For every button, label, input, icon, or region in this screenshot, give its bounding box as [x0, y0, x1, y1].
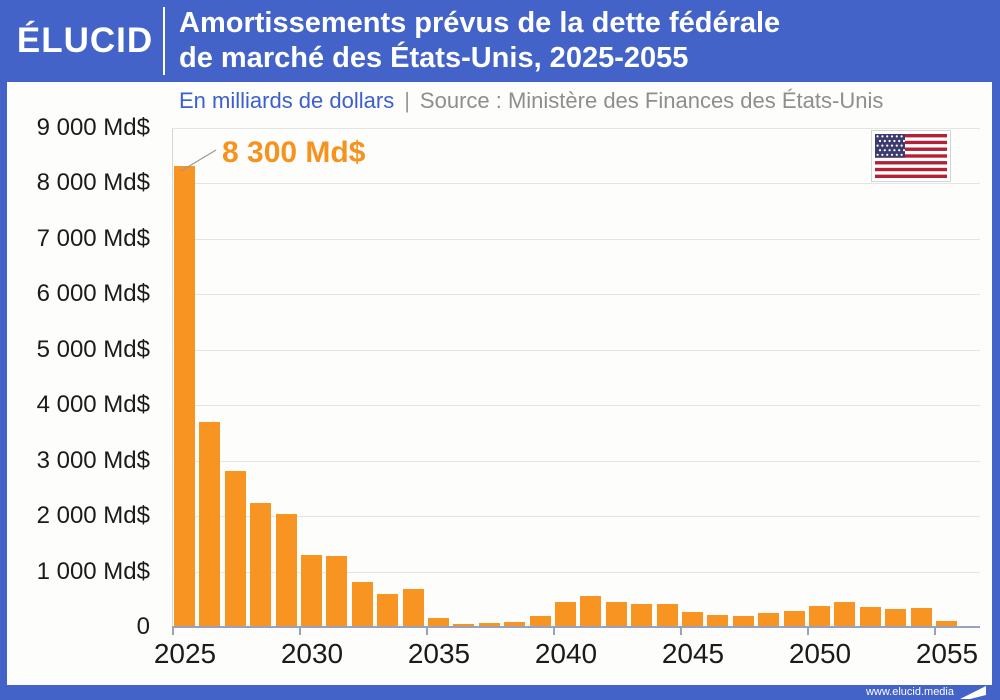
chart-title-line2: de marché des États-Unis, 2025-2055 [179, 42, 689, 74]
x-tick-2045 [680, 628, 682, 635]
gridline-4000 [172, 405, 980, 407]
bar-2042 [605, 602, 627, 626]
x-tick-label: 2025 [153, 638, 217, 669]
bar-2030 [301, 555, 322, 626]
bar-2052 [859, 607, 881, 626]
gridline-2000 [172, 516, 980, 518]
gridline-9000 [172, 128, 980, 129]
x-tick-2055 [934, 628, 936, 635]
subtitle-separator: | [404, 88, 410, 113]
x-tick-label: 2055 [915, 638, 979, 669]
bar-2055 [936, 620, 957, 626]
bar-2041 [580, 595, 602, 626]
x-tick-label: 2040 [534, 638, 598, 669]
frame-border-left [0, 0, 7, 700]
x-tick-2040 [553, 628, 555, 635]
bar-2033 [377, 593, 399, 626]
gridline-6000 [172, 294, 980, 296]
bar-2025 [174, 165, 195, 626]
x-tick-2030 [299, 628, 301, 635]
bar-2038 [504, 622, 526, 626]
x-tick-2035 [426, 628, 428, 635]
frame-border-right [992, 0, 1000, 700]
y-tick-label: 3 000 Md$ [36, 446, 150, 474]
bar-chart-plot-area: 2025 2030 2035 2040 2045 2050 2055 [154, 128, 980, 669]
y-tick-label: 0 [136, 613, 150, 640]
header-divider [163, 7, 165, 75]
bar-2029 [275, 514, 297, 626]
bar-2027 [224, 470, 246, 626]
bar-2044 [656, 604, 678, 626]
bar-2039 [529, 616, 551, 626]
x-axis-line [172, 626, 980, 628]
elucid-arrow-icon [960, 686, 986, 699]
chart-title: Amortissements prévus de la dette fédéra… [179, 6, 780, 76]
x-tick-2050 [807, 628, 809, 635]
y-tick-label: 8 000 Md$ [36, 169, 150, 197]
bar-2043 [631, 603, 653, 626]
us-flag-graphic [875, 134, 947, 178]
bar-2028 [250, 503, 272, 626]
elucid-logo: ÉLUCID [16, 21, 154, 60]
gridline-5000 [172, 349, 980, 351]
annotation-leader-line [180, 149, 217, 172]
bar-2047 [732, 615, 754, 626]
y-axis-line [172, 128, 173, 627]
bar-2036 [453, 623, 475, 626]
gridline-3000 [172, 460, 980, 462]
bar-2045 [682, 612, 703, 626]
gridline-1000 [172, 571, 980, 573]
y-tick-label: 2 000 Md$ [36, 502, 150, 530]
bar-2032 [351, 581, 373, 626]
y-tick-label: 9 000 Md$ [36, 114, 150, 141]
header: ÉLUCID Amortissements prévus de la dette… [0, 0, 1000, 82]
unit-label: En milliards de dollars [179, 88, 395, 113]
bar-2050 [809, 605, 830, 626]
footer-url[interactable]: www.elucid.media [865, 686, 954, 698]
bar-2035 [428, 617, 449, 626]
y-tick-label: 4 000 Md$ [36, 391, 150, 419]
y-tick-label: 6 000 Md$ [36, 280, 150, 308]
source-label: Source : Ministère des Finances des État… [419, 88, 884, 113]
bar-2034 [402, 589, 424, 626]
x-tick-label: 2050 [788, 638, 852, 669]
x-tick-label: 2035 [407, 638, 471, 669]
x-tick-2025 [172, 628, 174, 635]
gridline-7000 [172, 238, 980, 240]
y-tick-label: 1 000 Md$ [36, 557, 150, 585]
bar-2048 [758, 612, 780, 626]
chart-title-line1: Amortissements prévus de la dette fédéra… [179, 7, 781, 39]
subtitle-row: En milliards de dollars | Source : Ministè… [179, 88, 883, 114]
gridline-8000 [172, 183, 980, 185]
annotation-max-value: 8 300 Md$ [222, 136, 366, 169]
footer-bar: www.elucid.media [0, 685, 1000, 700]
bar-2049 [783, 610, 805, 626]
bar-2040 [555, 601, 576, 626]
x-tick-label: 2030 [280, 638, 344, 669]
bar-2037 [478, 622, 500, 626]
bar-2054 [910, 608, 932, 626]
bar-2046 [707, 614, 729, 626]
bar-2031 [326, 556, 348, 626]
bar-2051 [834, 602, 856, 626]
bar-2053 [885, 609, 907, 626]
x-tick-label: 2045 [661, 638, 725, 669]
y-tick-label: 5 000 Md$ [36, 335, 150, 363]
y-tick-label: 7 000 Md$ [36, 224, 150, 252]
bar-2026 [199, 421, 221, 626]
us-flag-icon [871, 130, 951, 182]
